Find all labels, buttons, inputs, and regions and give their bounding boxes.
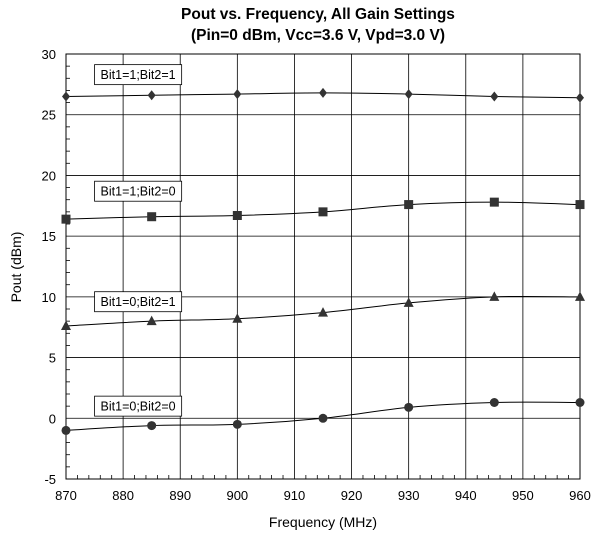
series-group — [61, 87, 585, 435]
series-label-box: Bit1=0;Bit2=0 — [94, 395, 183, 417]
data-point-square — [489, 197, 499, 207]
data-point-circle — [404, 402, 414, 412]
data-point-triangle — [232, 313, 243, 323]
series-label-text: Bit1=1;Bit2=0 — [101, 185, 176, 199]
plot-area-frame — [65, 53, 581, 480]
series-labels: Bit1=1;Bit2=1 Bit1=1;Bit2=0 Bit1=0;Bit2=1 B… — [94, 64, 183, 417]
x-tick-label: 950 — [512, 488, 534, 503]
series-label-box: Bit1=0;Bit2=1 — [94, 291, 183, 313]
data-point-square — [147, 212, 157, 222]
data-point-circle — [232, 419, 242, 429]
chart-title: Pout vs. Frequency, All Gain Settings — [181, 6, 455, 23]
y-tick-labels: -5 0 5 10 15 20 25 30 — [42, 47, 56, 487]
data-point-circle — [489, 398, 499, 407]
data-point-square — [575, 200, 585, 210]
x-tick-label: 880 — [112, 488, 134, 503]
data-point-triangle — [489, 291, 500, 301]
y-tick-label: 25 — [42, 108, 56, 123]
data-point-diamond — [319, 87, 327, 98]
x-tick-label: 890 — [169, 488, 191, 503]
series-label-text: Bit1=0;Bit2=1 — [101, 295, 176, 309]
series-label-text: Bit1=1;Bit2=1 — [101, 68, 176, 82]
data-point-triangle — [146, 315, 157, 326]
data-point-diamond — [233, 89, 242, 100]
series-label-text: Bit1=0;Bit2=0 — [101, 400, 176, 414]
series-label-box: Bit1=1;Bit2=0 — [94, 180, 183, 202]
y-tick-label: 0 — [49, 411, 56, 426]
data-point-diamond — [490, 91, 499, 102]
chart-subtitle: (Pin=0 dBm, Vcc=3.6 V, Vpd=3.0 V) — [191, 27, 445, 44]
x-axis-label: Frequency (MHz) — [269, 514, 377, 530]
series-label-frame — [94, 291, 183, 313]
x-tick-labels: 870 880 890 900 910 920 930 940 950 960 — [55, 488, 591, 503]
x-tick-label: 930 — [398, 488, 420, 503]
data-point-triangle — [318, 307, 328, 317]
x-tick-label: 960 — [569, 488, 591, 503]
series-label-frame — [94, 180, 183, 202]
x-tick-label: 920 — [341, 488, 363, 503]
x-tick-label: 870 — [55, 488, 77, 503]
data-point-square — [404, 200, 414, 210]
data-point-square — [232, 211, 242, 220]
data-point-circle — [147, 421, 157, 431]
x-tick-label: 910 — [284, 488, 306, 503]
y-tick-label: 10 — [42, 290, 56, 305]
data-point-diamond — [404, 89, 413, 100]
data-point-diamond — [147, 90, 156, 101]
x-tick-label: 940 — [455, 488, 477, 503]
data-point-circle — [575, 398, 585, 407]
y-tick-label: 20 — [42, 168, 56, 183]
data-point-triangle — [61, 320, 71, 330]
data-point-triangle — [575, 291, 585, 301]
y-axis-label: Pout (dBm) — [8, 232, 24, 303]
data-point-triangle — [403, 297, 414, 307]
y-tick-label: 5 — [49, 351, 56, 366]
series-label-frame — [94, 64, 183, 86]
data-point-diamond — [576, 92, 584, 103]
y-tick-label: 15 — [42, 229, 56, 244]
x-tick-label: 900 — [226, 488, 248, 503]
series-label-box: Bit1=1;Bit2=1 — [94, 64, 183, 86]
data-point-diamond — [62, 91, 70, 102]
data-point-square — [318, 207, 328, 217]
minor-ticks — [66, 65, 569, 479]
series-label-frame — [94, 395, 183, 417]
data-point-circle — [61, 425, 71, 435]
data-point-circle — [318, 413, 328, 423]
y-tick-label: 30 — [42, 47, 56, 62]
data-point-square — [61, 214, 71, 224]
y-tick-label: -5 — [44, 472, 56, 487]
